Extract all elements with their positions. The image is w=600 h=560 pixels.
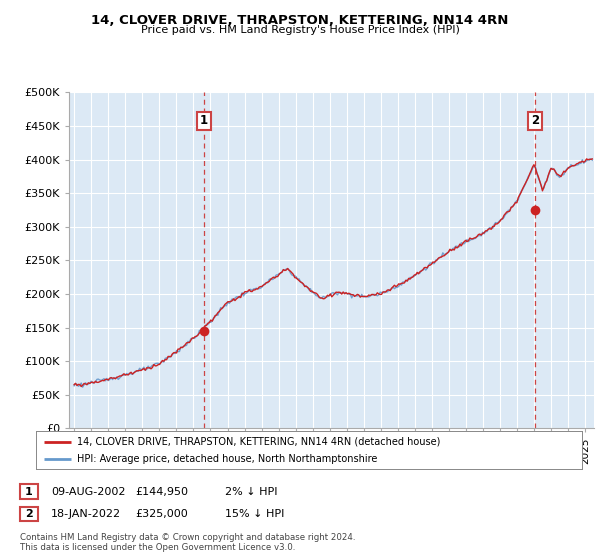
Text: This data is licensed under the Open Government Licence v3.0.: This data is licensed under the Open Gov… <box>20 543 295 552</box>
Text: 18-JAN-2022: 18-JAN-2022 <box>51 509 121 519</box>
Text: 09-AUG-2002: 09-AUG-2002 <box>51 487 125 497</box>
Text: 2% ↓ HPI: 2% ↓ HPI <box>225 487 277 497</box>
Text: 2: 2 <box>25 509 32 519</box>
Text: 1: 1 <box>25 487 32 497</box>
Text: 2: 2 <box>531 114 539 128</box>
Text: Price paid vs. HM Land Registry's House Price Index (HPI): Price paid vs. HM Land Registry's House … <box>140 25 460 35</box>
Text: HPI: Average price, detached house, North Northamptonshire: HPI: Average price, detached house, Nort… <box>77 454 377 464</box>
Text: 14, CLOVER DRIVE, THRAPSTON, KETTERING, NN14 4RN: 14, CLOVER DRIVE, THRAPSTON, KETTERING, … <box>91 14 509 27</box>
Text: £325,000: £325,000 <box>135 509 188 519</box>
Text: Contains HM Land Registry data © Crown copyright and database right 2024.: Contains HM Land Registry data © Crown c… <box>20 533 355 542</box>
Text: 1: 1 <box>200 114 208 128</box>
Text: 15% ↓ HPI: 15% ↓ HPI <box>225 509 284 519</box>
Text: £144,950: £144,950 <box>135 487 188 497</box>
Text: 14, CLOVER DRIVE, THRAPSTON, KETTERING, NN14 4RN (detached house): 14, CLOVER DRIVE, THRAPSTON, KETTERING, … <box>77 437 440 447</box>
